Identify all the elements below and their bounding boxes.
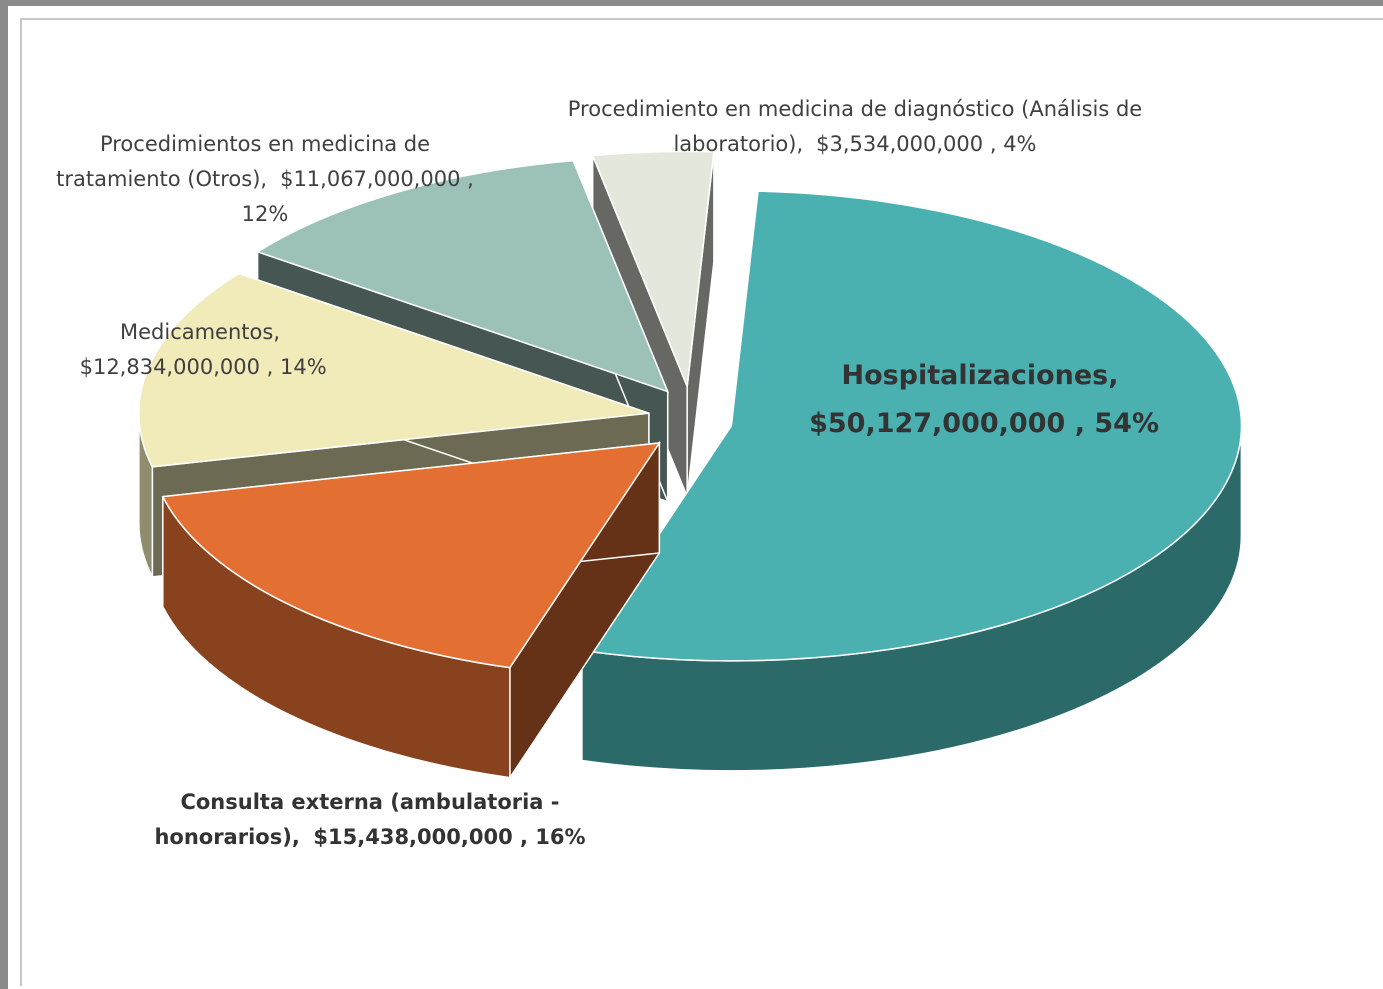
- category-label: Procedimiento en medicina de diagnóstico…: [567, 97, 1143, 156]
- data-label: Consulta externa (ambulatoria - honorari…: [120, 785, 620, 855]
- slice-top: [580, 190, 1243, 662]
- data-label: Medicamentos, $12,834,000,000 , 14%: [40, 315, 360, 385]
- category-label: Procedimientos en medicina de tratamient…: [56, 132, 431, 191]
- slice-top: [138, 272, 650, 468]
- data-label: Procedimiento en medicina de diagnóstico…: [560, 92, 1150, 162]
- separator: ,: [273, 320, 280, 344]
- separator: ,: [266, 355, 274, 379]
- separator: ,: [260, 167, 268, 191]
- slice-top: [255, 159, 669, 393]
- separator: ,: [520, 825, 528, 849]
- percent-label: 4%: [1003, 132, 1037, 156]
- slice: [161, 440, 661, 781]
- value-label: $11,067,000,000: [280, 167, 461, 191]
- data-label: Hospitalizaciones, $50,127,000,000 , 54%: [790, 352, 1170, 448]
- percent-label: 12%: [241, 202, 289, 226]
- separator: ,: [1074, 408, 1085, 439]
- value-label: $15,438,000,000: [313, 825, 513, 849]
- separator: ,: [1108, 360, 1119, 391]
- value-label: $3,534,000,000: [816, 132, 984, 156]
- value-label: $50,127,000,000: [809, 408, 1066, 439]
- slice-top: [161, 442, 661, 669]
- slice: [580, 190, 1243, 772]
- category-label: Consulta externa (ambulatoria - honorari…: [154, 790, 560, 849]
- slice-top: [591, 150, 715, 387]
- value-label: $12,834,000,000: [79, 355, 260, 379]
- chart-area: [20, 18, 1383, 986]
- percent-label: 16%: [535, 825, 586, 849]
- percent-label: 54%: [1094, 408, 1160, 439]
- separator: ,: [291, 825, 300, 849]
- data-label: Procedimientos en medicina de tratamient…: [55, 127, 475, 232]
- separator: ,: [989, 132, 997, 156]
- category-label: Medicamentos: [119, 320, 274, 344]
- separator: ,: [796, 132, 804, 156]
- separator: ,: [467, 167, 474, 191]
- percent-label: 14%: [280, 355, 327, 379]
- category-label: Hospitalizaciones: [841, 360, 1109, 391]
